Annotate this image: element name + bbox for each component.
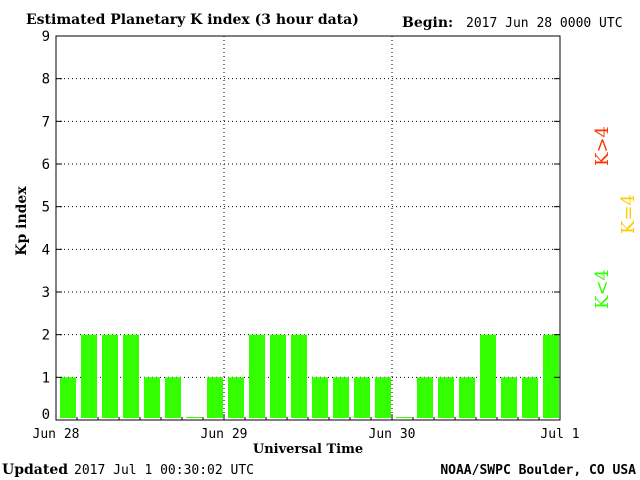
- kp-bar: [123, 334, 139, 418]
- kp-bar: [522, 377, 538, 418]
- x-tick-label: Jul 1: [540, 427, 579, 442]
- kp-bar: [396, 417, 412, 418]
- y-tick-label: 0: [42, 407, 50, 423]
- kp-bar: [144, 377, 160, 418]
- kp-bar: [459, 377, 475, 418]
- kp-bar: [81, 334, 97, 418]
- kp-bar: [102, 334, 118, 418]
- y-tick-label: 1: [42, 370, 50, 386]
- y-axis-ticks: 0 1 2 3 4 5 6 7 8 9: [42, 29, 560, 423]
- kp-bar: [249, 334, 265, 418]
- kp-bar: [375, 377, 391, 418]
- kp-bar: [354, 377, 370, 418]
- kp-bar: [228, 377, 244, 418]
- kp-bar: [333, 377, 349, 418]
- kp-bar: [186, 417, 202, 418]
- chart-title: Estimated Planetary K index (3 hour data…: [26, 12, 359, 28]
- y-tick-label: 8: [42, 72, 50, 88]
- x-tick-label: Jun 28: [33, 427, 80, 442]
- legend-k-equal-4: K=4: [618, 194, 639, 234]
- source-credit: NOAA/SWPC Boulder, CO USA: [440, 463, 636, 478]
- legend-k-below-4: K<4: [592, 269, 613, 309]
- legend-k-above-4: K>4: [592, 126, 613, 166]
- kp-bar: [312, 377, 328, 418]
- begin-value: 2017 Jun 28 0000 UTC: [466, 16, 623, 31]
- y-tick-label: 3: [42, 285, 50, 301]
- y-tick-label: 5: [42, 200, 50, 216]
- y-tick-label: 4: [42, 242, 50, 258]
- x-tick-label: Jun 30: [369, 427, 416, 442]
- kp-bar: [417, 377, 433, 418]
- updated-value: 2017 Jul 1 00:30:02 UTC: [74, 463, 254, 478]
- kp-bar: [270, 334, 286, 418]
- kp-bar: [438, 377, 454, 418]
- kp-bar: [543, 334, 559, 418]
- y-tick-label: 6: [42, 157, 50, 173]
- bars-group: [60, 334, 559, 418]
- kp-bar: [501, 377, 517, 418]
- kp-bar: [165, 377, 181, 418]
- kp-bar: [291, 334, 307, 418]
- y-tick-label: 7: [42, 114, 50, 130]
- x-axis-label: Universal Time: [253, 442, 363, 457]
- grid-lines: [56, 36, 560, 420]
- x-tick-label: Jun 29: [201, 427, 248, 442]
- x-axis-ticks: Jun 28 Jun 29 Jun 30 Jul 1: [33, 414, 580, 442]
- y-tick-label: 9: [42, 29, 50, 45]
- kp-bar: [60, 377, 76, 418]
- updated-label: Updated: [2, 462, 68, 478]
- begin-label: Begin:: [402, 15, 453, 31]
- y-axis-label: Kp index: [14, 186, 30, 256]
- kp-bar: [480, 334, 496, 418]
- y-tick-label: 2: [42, 328, 50, 344]
- kp-bar: [207, 377, 223, 418]
